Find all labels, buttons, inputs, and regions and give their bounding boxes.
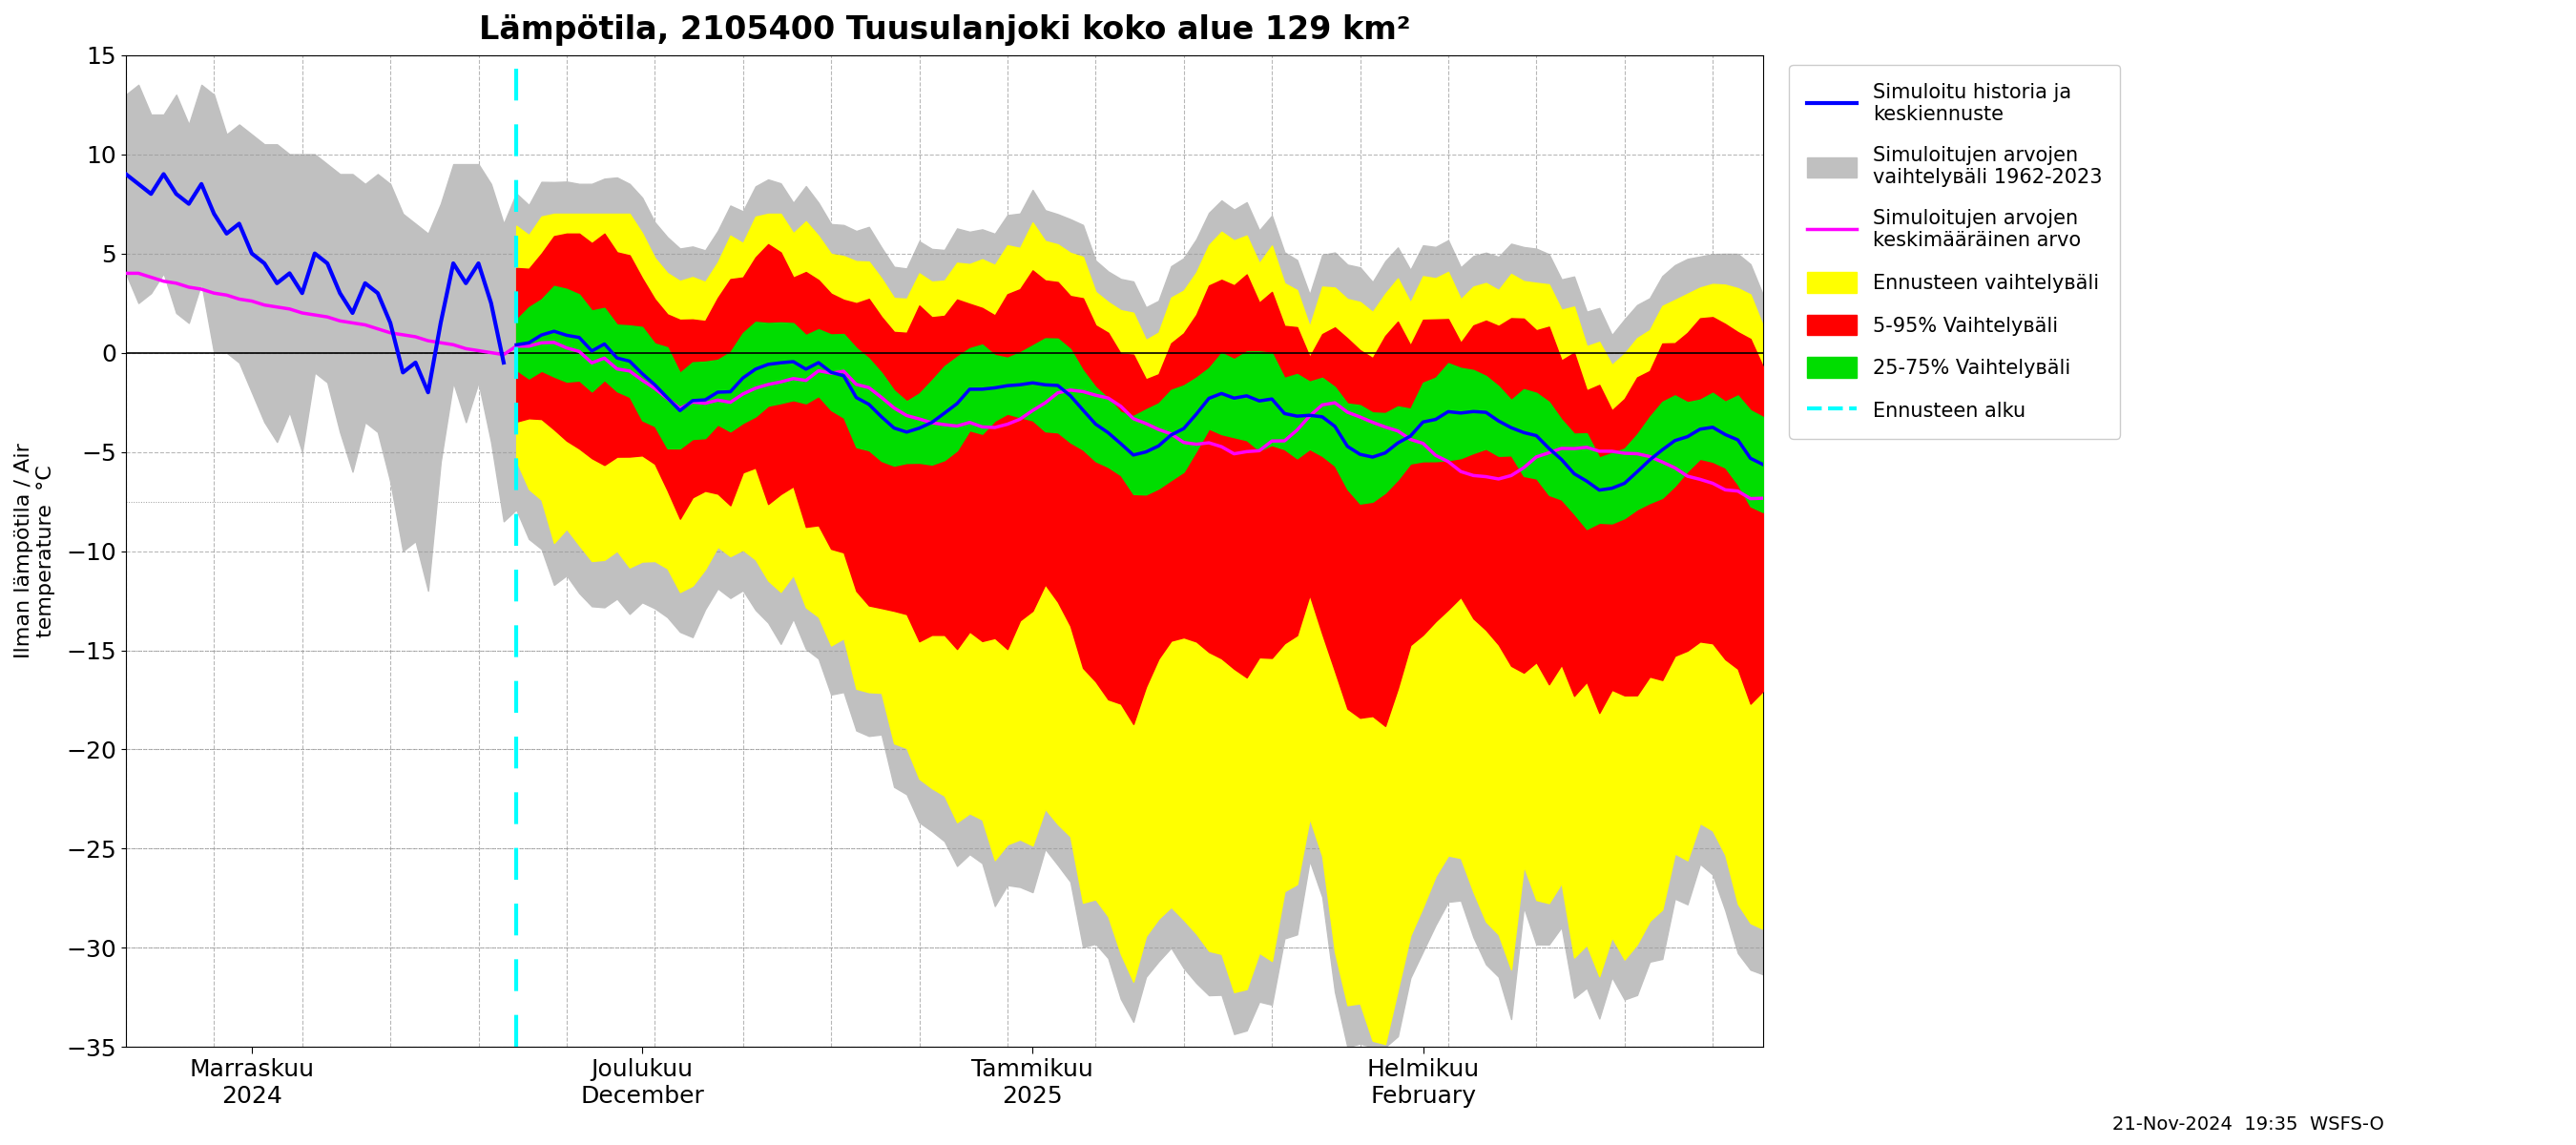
Legend: Simuloitu historia ja
keskiennuste, Simuloitujen arvojen
vaihtelувäli 1962-2023,: Simuloitu historia ja keskiennuste, Simu… (1790, 65, 2120, 439)
Text: 21-Nov-2024  19:35  WSFS-O: 21-Nov-2024 19:35 WSFS-O (2112, 1115, 2385, 1134)
Title: Lämpötila, 2105400 Tuusulanjoki koko alue 129 km²: Lämpötila, 2105400 Tuusulanjoki koko alu… (479, 14, 1409, 46)
Y-axis label: Ilman lämpötila / Air
temperature  °C: Ilman lämpötila / Air temperature °C (15, 443, 57, 658)
